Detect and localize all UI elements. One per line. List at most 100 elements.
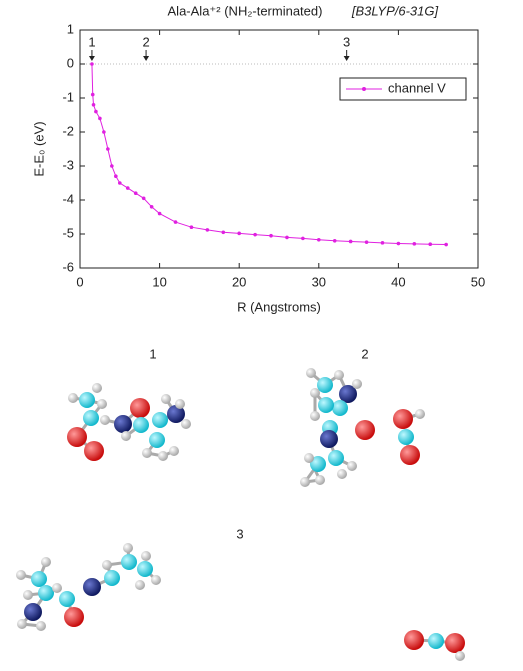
atom	[135, 580, 145, 590]
annotation: 3	[343, 34, 350, 49]
atom	[304, 453, 314, 463]
point	[110, 164, 114, 168]
point	[380, 241, 385, 245]
atom	[347, 461, 357, 471]
atom	[152, 412, 168, 428]
atom	[121, 554, 137, 570]
atom	[315, 475, 325, 485]
y-tick-label: -2	[62, 123, 74, 138]
point	[301, 236, 305, 241]
atom	[64, 607, 84, 627]
atom	[310, 388, 320, 398]
atom	[300, 477, 310, 487]
atom	[334, 370, 344, 380]
point	[114, 174, 118, 178]
atom	[320, 430, 338, 448]
atom	[310, 411, 320, 421]
y-tick-label: 0	[67, 55, 74, 70]
atom	[328, 450, 344, 466]
atom	[158, 451, 168, 461]
point	[102, 130, 106, 134]
atom	[68, 393, 78, 403]
atom	[355, 420, 375, 440]
atom	[130, 398, 150, 418]
atom	[92, 383, 102, 393]
atom	[317, 377, 333, 393]
molecules	[16, 368, 465, 661]
atom	[133, 417, 149, 433]
x-tick-label: 50	[471, 274, 485, 289]
atom	[149, 432, 165, 448]
atom	[306, 368, 316, 378]
point	[91, 103, 96, 107]
y-tick-label: 1	[67, 21, 74, 36]
annotation: 1	[88, 34, 95, 49]
atom	[52, 583, 62, 593]
atom	[16, 570, 26, 580]
atom	[84, 441, 104, 461]
point	[106, 147, 110, 151]
point	[348, 239, 353, 244]
x-tick-label: 40	[391, 274, 405, 289]
y-tick-label: -1	[62, 89, 74, 104]
atom	[337, 469, 347, 479]
point	[149, 205, 154, 209]
atom	[38, 585, 54, 601]
point	[94, 109, 98, 114]
structure-label: 2	[361, 346, 368, 361]
point	[237, 231, 241, 236]
annotation-arrowhead	[88, 56, 95, 61]
point	[221, 230, 226, 235]
atom	[151, 575, 161, 585]
point	[90, 62, 94, 66]
point	[444, 242, 448, 247]
atom	[41, 557, 51, 567]
point	[125, 186, 130, 190]
atom	[141, 551, 151, 561]
atom	[393, 409, 413, 429]
atom	[181, 419, 191, 429]
point	[141, 196, 146, 201]
point	[253, 232, 257, 237]
point	[133, 191, 138, 195]
atom	[59, 591, 75, 607]
structure-label: 3	[236, 526, 243, 541]
atom	[318, 397, 334, 413]
atom	[83, 578, 101, 596]
point	[118, 181, 122, 185]
atom	[79, 392, 95, 408]
point	[285, 235, 289, 240]
annotation-arrowhead	[143, 56, 150, 61]
atom	[415, 409, 425, 419]
atom	[398, 429, 414, 445]
point	[317, 237, 321, 242]
atom	[121, 431, 131, 441]
atom	[167, 405, 185, 423]
point	[364, 240, 369, 244]
y-tick-label: -4	[62, 191, 74, 206]
atom	[104, 570, 120, 586]
x-tick-label: 0	[76, 274, 83, 289]
structure-label: 1	[149, 346, 156, 361]
atom	[97, 399, 107, 409]
atom	[83, 410, 99, 426]
y-tick-label: -5	[62, 225, 74, 240]
atom	[428, 633, 444, 649]
x-tick-label: 20	[232, 274, 246, 289]
annotation-arrowhead	[343, 56, 350, 61]
point	[173, 220, 178, 224]
atom	[142, 448, 152, 458]
y-tick-label: -6	[62, 259, 74, 274]
atom	[67, 427, 87, 447]
chart-title: Ala-Ala⁺² (NH₂-terminated)	[168, 3, 323, 18]
y-tick-label: -3	[62, 157, 74, 172]
legend-marker	[362, 87, 366, 91]
x-tick-label: 30	[312, 274, 326, 289]
point	[98, 116, 102, 121]
y-axis-label: E-E₀ (eV)	[31, 121, 46, 176]
atom	[404, 630, 424, 650]
x-axis-label: R (Angstroms)	[237, 299, 321, 314]
atom	[161, 394, 171, 404]
point	[269, 233, 273, 238]
